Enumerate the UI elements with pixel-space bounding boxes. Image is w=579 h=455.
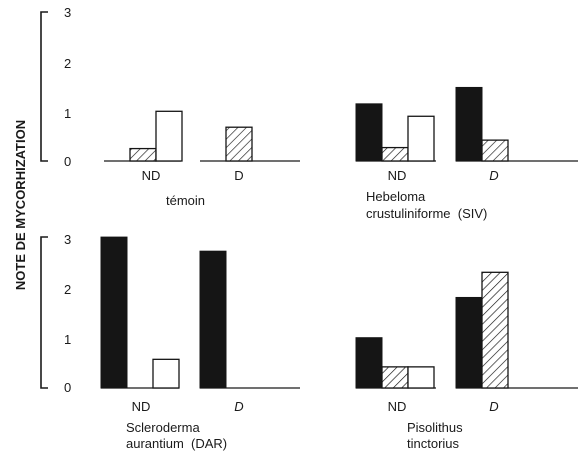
bar-hatched xyxy=(225,126,253,162)
category-label: ND xyxy=(388,168,407,183)
category-label: D xyxy=(234,168,243,183)
bar-solid xyxy=(455,296,483,389)
bar-open xyxy=(155,110,183,162)
bar-hatched xyxy=(129,147,157,162)
bar-solid xyxy=(355,103,383,162)
category-label: D xyxy=(234,399,243,414)
y-tick-label: 2 xyxy=(64,282,71,297)
panel-label-hebeloma-line1: Hebeloma xyxy=(366,189,426,204)
y-tick-label: 3 xyxy=(64,232,71,247)
category-label: ND xyxy=(142,168,161,183)
bar-hatched xyxy=(481,271,509,389)
y-tick-label: 1 xyxy=(64,106,71,121)
category-label: ND xyxy=(388,399,407,414)
category-label: ND xyxy=(132,399,151,414)
y-tick-label: 0 xyxy=(64,380,71,395)
bottom-y-axis xyxy=(40,236,48,389)
panel-label-hebeloma-line2: crustuliniforme (SIV) xyxy=(366,206,487,221)
y-axis-title: NOTE DE MYCORHIZATION xyxy=(13,120,28,290)
panel-label-scleroderma-line2: aurantium (DAR) xyxy=(126,436,227,451)
bar-hatched xyxy=(481,139,509,162)
panel-label-scleroderma-line1: Scleroderma xyxy=(126,420,200,435)
bar-solid xyxy=(355,337,383,389)
bar-open xyxy=(407,115,435,162)
bottom-y-tick-labels: 3 2 1 0 xyxy=(64,232,71,395)
chart-marks xyxy=(100,86,578,389)
panel-label-temoin: témoin xyxy=(166,193,205,208)
panel-label-pisolithus-line1: Pisolithus xyxy=(407,420,463,435)
bar-hatched xyxy=(381,146,409,162)
top-y-axis xyxy=(40,11,48,162)
bar-solid xyxy=(455,86,483,162)
bar-solid xyxy=(100,236,128,389)
category-label: D xyxy=(489,399,498,414)
y-tick-label: 3 xyxy=(64,5,71,20)
top-y-tick-labels: 3 2 1 0 xyxy=(64,5,71,169)
bar-open xyxy=(152,358,180,389)
category-label: D xyxy=(489,168,498,183)
y-tick-label: 0 xyxy=(64,154,71,169)
y-tick-label: 1 xyxy=(64,332,71,347)
y-tick-label: 2 xyxy=(64,56,71,71)
bar-hatched xyxy=(381,366,409,389)
bar-solid xyxy=(199,250,227,389)
panel-label-pisolithus-line2: tinctorius xyxy=(407,436,460,451)
bar-open xyxy=(407,366,435,389)
